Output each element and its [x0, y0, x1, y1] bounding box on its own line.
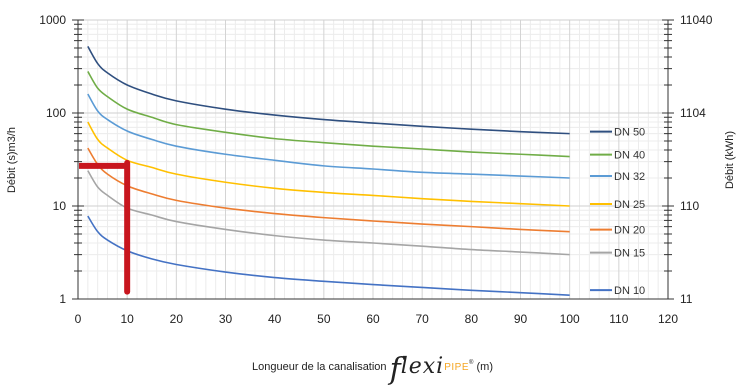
y-axis-label: Débit (s)m3/h: [6, 127, 18, 193]
annotation: [79, 159, 131, 295]
x-tick-label: 10: [120, 312, 134, 326]
y2-tick-label: 110: [680, 199, 699, 213]
series-line-dn-32: [87, 93, 570, 179]
legend: DN 50 DN 40 DN 32 DN 25 DN 20 DN 15 DN 10: [590, 127, 645, 297]
ticks: 0 10 20 30 40 50 60 70 80 90 100 110 120110100100011…: [39, 13, 713, 326]
chart: DN 50 DN 40 DN 32 DN 25 DN 20 DN 15 DN 10 0 10 2…: [6, 13, 736, 326]
x-tick-label: 110: [609, 312, 628, 326]
x-tick-label: 20: [170, 312, 184, 326]
x-tick-label: 80: [465, 312, 479, 326]
x-tick-label: 50: [317, 312, 331, 326]
x-tick-label: 40: [268, 312, 282, 326]
y-tick-label: 1000: [39, 13, 66, 27]
legend-label-dn-32: DN 32: [614, 171, 645, 183]
y2-tick-label: 11040: [680, 13, 713, 27]
series-lines: [87, 46, 570, 296]
legend-label-dn-40: DN 40: [614, 150, 645, 162]
x-axis-label-unit: (m): [476, 361, 494, 373]
x-tick-label: 60: [366, 312, 380, 326]
series-line-dn-50: [87, 46, 570, 135]
series-line-dn-25: [87, 121, 570, 207]
y-tick-label: 10: [53, 199, 67, 213]
x-axis-label: Longueur de la canalisation flexiPIPE® (…: [0, 352, 745, 387]
x-tick-label: 100: [560, 312, 580, 326]
series-line-dn-20: [87, 147, 570, 233]
registered-mark: ®: [469, 360, 474, 366]
y2-tick-label: 1104: [680, 106, 706, 120]
y2-axis-label: Débit (kWh): [724, 131, 736, 189]
series-line-dn-10: [87, 215, 570, 296]
x-tick-label: 30: [219, 312, 233, 326]
legend-label-dn-20: DN 20: [614, 225, 645, 237]
legend-label-dn-50: DN 50: [614, 127, 645, 139]
legend-label-dn-25: DN 25: [614, 199, 645, 211]
x-tick-label: 90: [514, 312, 528, 326]
y-tick-label: 100: [46, 106, 66, 120]
axes: [72, 19, 674, 300]
series-line-dn-40: [87, 71, 570, 158]
x-axis-label-prefix: Longueur de la canalisation: [252, 361, 387, 373]
flexipipe-logo-pipe: PIPE: [444, 362, 470, 373]
y2-tick-label: 11: [680, 292, 693, 306]
series-line-dn-15: [87, 170, 570, 256]
x-tick-label: 70: [415, 312, 429, 326]
legend-label-dn-15: DN 15: [614, 248, 645, 260]
x-tick-label: 0: [75, 312, 82, 326]
legend-label-dn-10: DN 10: [614, 285, 645, 297]
x-tick-label: 120: [658, 312, 678, 326]
flexipipe-logo: flexi: [389, 352, 445, 387]
y-tick-label: 1: [59, 292, 66, 306]
